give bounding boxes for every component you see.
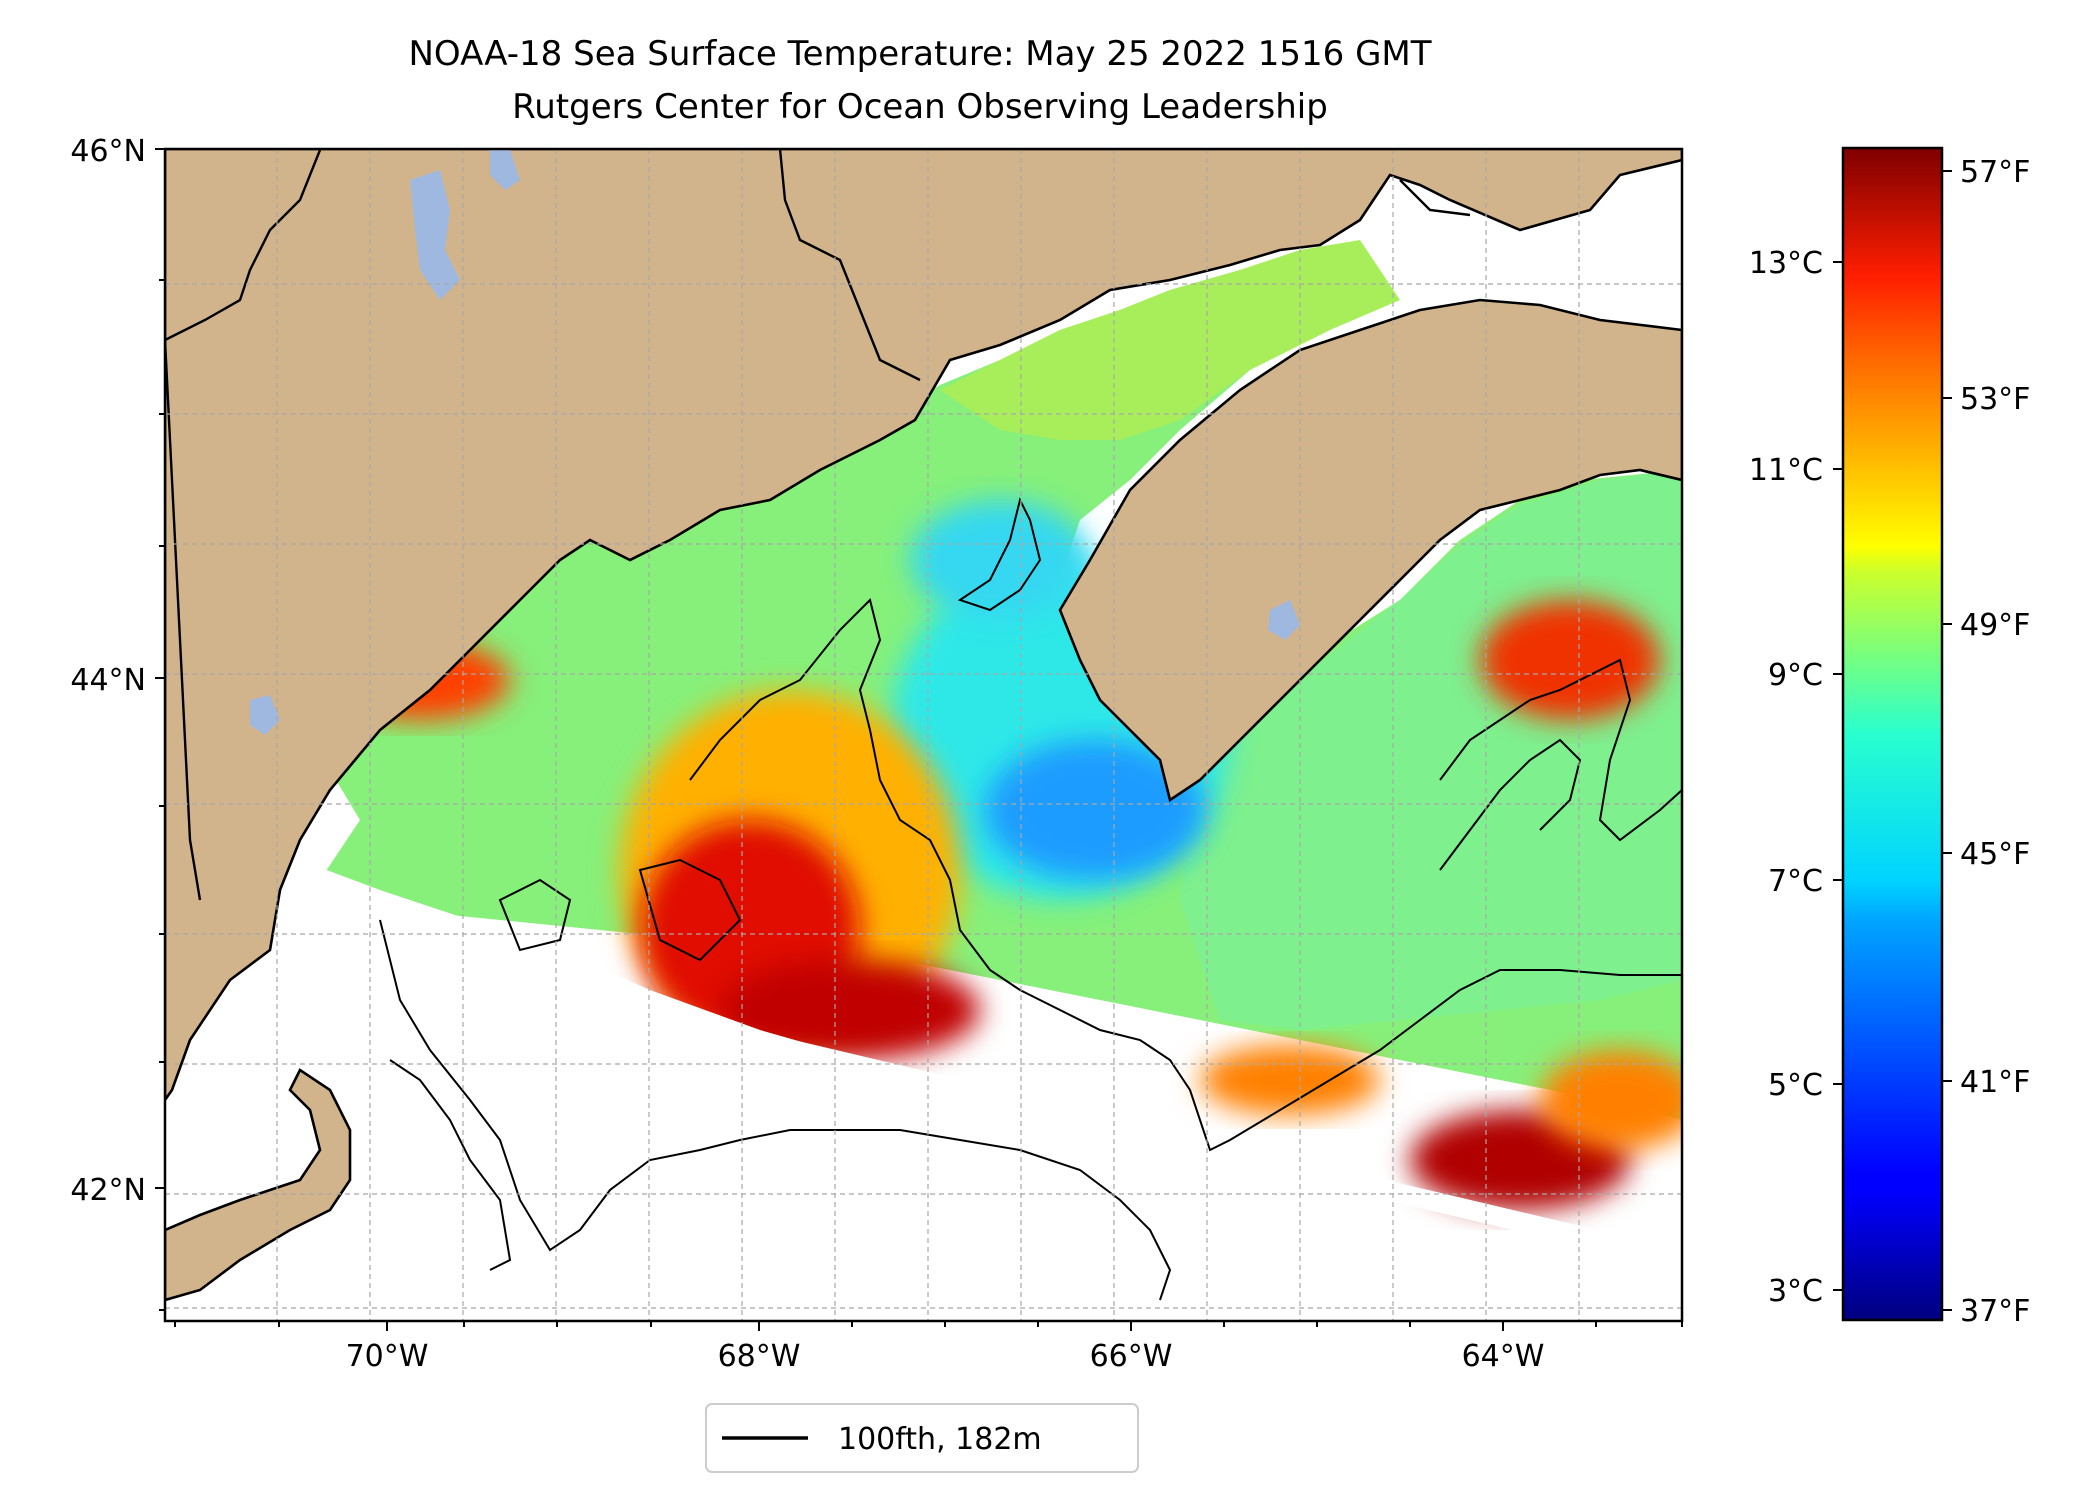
- colorbar-fahrenheit-37: 37°F: [1960, 1294, 2030, 1329]
- lake-rossignol: [1268, 600, 1300, 640]
- legend: 100fth, 182m: [705, 1403, 1139, 1473]
- sst-warm-patch-ne: [1480, 600, 1660, 720]
- isobath-georges-bank: [379, 919, 1172, 1301]
- lake-grand: [490, 150, 520, 190]
- map-axis-ticks: [155, 148, 1683, 1331]
- map-subtitle: Rutgers Center for Ocean Observing Leade…: [512, 87, 1328, 127]
- sst-bay-of-fundy: [940, 240, 1400, 440]
- isobath-jordan-basin: [689, 598, 1682, 1152]
- legend-label-100fth: 100fth, 182m: [838, 1422, 1042, 1457]
- border-maine-newbrunswick: [778, 149, 921, 382]
- colorbar: 13°C 11°C 9°C 7°C 5°C 3°C 57°F 53°F 49°F…: [1749, 146, 2030, 1329]
- map-title: NOAA-18 Sea Surface Temperature: May 25 …: [408, 34, 1431, 74]
- land-maine-new-brunswick: [165, 149, 1682, 1103]
- colorbar-celsius-3: 3°C: [1768, 1274, 1823, 1309]
- colorbar-celsius-7: 7°C: [1768, 864, 1823, 899]
- land: [165, 149, 1682, 1302]
- colorbar-celsius-5: 5°C: [1768, 1068, 1823, 1103]
- colorbar-fahrenheit-41: 41°F: [1960, 1065, 2030, 1100]
- isobath-ledge-west: [498, 878, 572, 952]
- lon-label-64w: 64°W: [1462, 1339, 1545, 1374]
- lon-label-70w: 70°W: [346, 1339, 429, 1374]
- colorbar-fahrenheit-57: 57°F: [1960, 155, 2030, 190]
- colorbar-fahrenheit-49: 49°F: [1960, 608, 2030, 643]
- lake-sebago: [250, 695, 280, 735]
- lon-label-66w: 66°W: [1090, 1339, 1173, 1374]
- lat-label-44: 44°N: [70, 663, 146, 698]
- isobath-nantucket: [389, 1059, 512, 1271]
- border-maine-quebec: [165, 149, 322, 342]
- cloud-gap-stripe: [540, 980, 1682, 1270]
- isobath-ledge-bank: [638, 858, 742, 962]
- border-maine-nh: [165, 339, 202, 901]
- sst-warm-patch-south: [1200, 1045, 1380, 1115]
- legend-box: [705, 1403, 1139, 1473]
- lat-label-46: 46°N: [70, 134, 146, 169]
- isobath-scotian-shelf: [1439, 658, 1682, 842]
- sst-warm-region-tail: [720, 960, 980, 1060]
- lake-moosehead: [410, 170, 460, 300]
- colorbar-fahrenheit-53: 53°F: [1960, 382, 2030, 417]
- land-cape-cod: [165, 1068, 352, 1302]
- lakes: [250, 150, 1300, 735]
- colorbar-gradient: [1841, 146, 1944, 1322]
- colorbar-celsius-9: 9°C: [1768, 658, 1823, 693]
- isobath-lurcher: [1439, 738, 1582, 871]
- lat-label-42: 42°N: [70, 1173, 146, 1208]
- border-nb-ns: [1399, 179, 1471, 217]
- sst-field: [165, 240, 1682, 1321]
- colorbar-fahrenheit-45: 45°F: [1960, 837, 2030, 872]
- sst-cold-pool-inner: [985, 740, 1205, 880]
- colorbar-celsius-11: 11°C: [1749, 453, 1823, 488]
- map-frame: [163, 147, 1684, 1323]
- gridlines: [165, 149, 1682, 1321]
- map-panel: [165, 149, 1682, 1321]
- sst-warm-patch-east: [1540, 1050, 1682, 1150]
- colorbar-celsius-13: 13°C: [1749, 246, 1823, 281]
- isobath-100fth: [379, 497, 1682, 1301]
- isobath-crowell-basin: [957, 497, 1042, 612]
- borders: [165, 149, 1471, 901]
- lon-label-68w: 68°W: [718, 1339, 801, 1374]
